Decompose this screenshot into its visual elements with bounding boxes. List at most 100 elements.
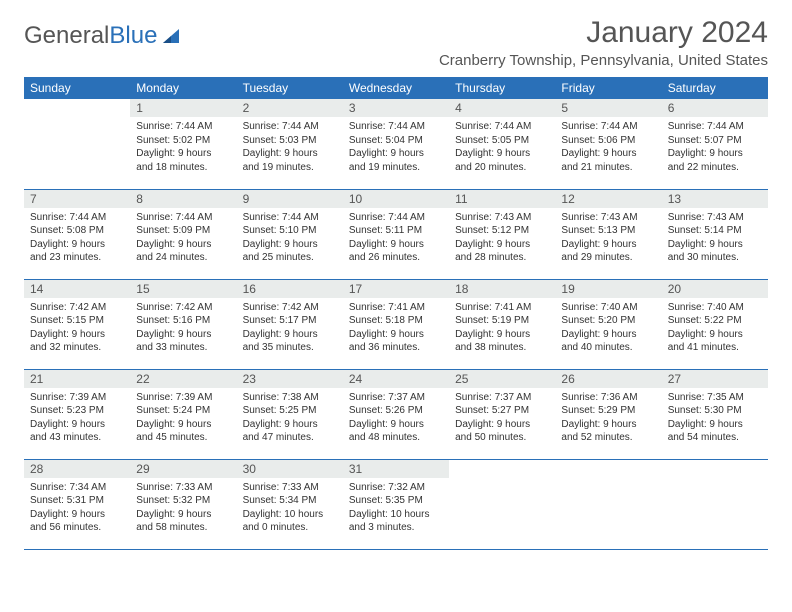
day-detail-line: and 54 minutes. [668,431,762,445]
day-details: Sunrise: 7:44 AMSunset: 5:03 PMDaylight:… [237,117,343,179]
day-detail-line: Sunrise: 7:33 AM [136,481,230,495]
day-number: 31 [343,460,449,478]
title-block: January 2024 Cranberry Township, Pennsyl… [439,16,768,69]
day-detail-line: and 52 minutes. [561,431,655,445]
day-detail-line: Sunset: 5:18 PM [349,314,443,328]
day-details: Sunrise: 7:38 AMSunset: 5:25 PMDaylight:… [237,388,343,450]
day-number [555,460,661,478]
day-detail-line: Daylight: 9 hours [30,328,124,342]
day-number: 12 [555,190,661,208]
day-detail-line: Daylight: 9 hours [668,418,762,432]
day-detail-line: Daylight: 9 hours [668,238,762,252]
day-detail-line: Daylight: 10 hours [243,508,337,522]
day-details: Sunrise: 7:43 AMSunset: 5:14 PMDaylight:… [662,208,768,270]
day-details: Sunrise: 7:37 AMSunset: 5:26 PMDaylight:… [343,388,449,450]
day-detail-line: Sunrise: 7:42 AM [136,301,230,315]
day-number: 28 [24,460,130,478]
calendar-week-row: 7Sunrise: 7:44 AMSunset: 5:08 PMDaylight… [24,189,768,279]
day-number: 6 [662,99,768,117]
day-detail-line: and 47 minutes. [243,431,337,445]
day-detail-line: Sunrise: 7:44 AM [30,211,124,225]
day-details: Sunrise: 7:32 AMSunset: 5:35 PMDaylight:… [343,478,449,540]
calendar-cell: 5Sunrise: 7:44 AMSunset: 5:06 PMDaylight… [555,99,661,189]
day-details: Sunrise: 7:43 AMSunset: 5:13 PMDaylight:… [555,208,661,270]
day-detail-line: Sunrise: 7:39 AM [136,391,230,405]
day-number: 3 [343,99,449,117]
weekday-header: Tuesday [237,77,343,99]
day-number: 18 [449,280,555,298]
header: GeneralBlue January 2024 Cranberry Towns… [24,16,768,69]
calendar-cell [555,459,661,549]
day-detail-line: Sunrise: 7:44 AM [243,211,337,225]
day-detail-line: Sunset: 5:31 PM [30,494,124,508]
day-detail-line: and 35 minutes. [243,341,337,355]
day-number: 25 [449,370,555,388]
calendar-cell: 4Sunrise: 7:44 AMSunset: 5:05 PMDaylight… [449,99,555,189]
calendar-cell: 8Sunrise: 7:44 AMSunset: 5:09 PMDaylight… [130,189,236,279]
day-details: Sunrise: 7:44 AMSunset: 5:07 PMDaylight:… [662,117,768,179]
day-detail-line: Sunrise: 7:37 AM [349,391,443,405]
day-detail-line: and 58 minutes. [136,521,230,535]
day-detail-line: Sunset: 5:23 PM [30,404,124,418]
day-detail-line: and 56 minutes. [30,521,124,535]
day-number: 9 [237,190,343,208]
day-detail-line: Sunset: 5:05 PM [455,134,549,148]
day-detail-line: Daylight: 9 hours [455,418,549,432]
day-detail-line: Sunset: 5:08 PM [30,224,124,238]
day-details: Sunrise: 7:42 AMSunset: 5:17 PMDaylight:… [237,298,343,360]
day-detail-line: Sunrise: 7:44 AM [455,120,549,134]
logo-text-1: General [24,22,109,50]
day-number: 8 [130,190,236,208]
calendar-week-row: 21Sunrise: 7:39 AMSunset: 5:23 PMDayligh… [24,369,768,459]
calendar-cell: 30Sunrise: 7:33 AMSunset: 5:34 PMDayligh… [237,459,343,549]
day-detail-line: Sunrise: 7:43 AM [561,211,655,225]
calendar-cell: 6Sunrise: 7:44 AMSunset: 5:07 PMDaylight… [662,99,768,189]
day-number: 23 [237,370,343,388]
day-detail-line: Sunset: 5:26 PM [349,404,443,418]
day-detail-line: Sunset: 5:27 PM [455,404,549,418]
calendar-cell: 28Sunrise: 7:34 AMSunset: 5:31 PMDayligh… [24,459,130,549]
day-detail-line: Sunset: 5:14 PM [668,224,762,238]
day-detail-line: and 33 minutes. [136,341,230,355]
day-detail-line: Sunrise: 7:44 AM [243,120,337,134]
day-details: Sunrise: 7:35 AMSunset: 5:30 PMDaylight:… [662,388,768,450]
calendar-week-row: 28Sunrise: 7:34 AMSunset: 5:31 PMDayligh… [24,459,768,549]
calendar-cell: 10Sunrise: 7:44 AMSunset: 5:11 PMDayligh… [343,189,449,279]
day-number: 29 [130,460,236,478]
day-detail-line: Sunrise: 7:43 AM [668,211,762,225]
day-detail-line: Daylight: 9 hours [243,147,337,161]
day-details: Sunrise: 7:42 AMSunset: 5:15 PMDaylight:… [24,298,130,360]
day-detail-line: Sunrise: 7:44 AM [349,211,443,225]
day-detail-line: Sunrise: 7:33 AM [243,481,337,495]
calendar-cell [662,459,768,549]
day-detail-line: Daylight: 9 hours [243,328,337,342]
day-number: 10 [343,190,449,208]
calendar-cell: 31Sunrise: 7:32 AMSunset: 5:35 PMDayligh… [343,459,449,549]
day-details: Sunrise: 7:42 AMSunset: 5:16 PMDaylight:… [130,298,236,360]
day-number: 17 [343,280,449,298]
calendar-cell: 11Sunrise: 7:43 AMSunset: 5:12 PMDayligh… [449,189,555,279]
day-detail-line: Sunrise: 7:39 AM [30,391,124,405]
day-detail-line: Daylight: 9 hours [30,508,124,522]
day-detail-line: and 25 minutes. [243,251,337,265]
day-detail-line: Daylight: 9 hours [136,418,230,432]
day-number: 30 [237,460,343,478]
calendar-body: 1Sunrise: 7:44 AMSunset: 5:02 PMDaylight… [24,99,768,549]
day-number: 20 [662,280,768,298]
day-detail-line: and 43 minutes. [30,431,124,445]
day-detail-line: Daylight: 9 hours [136,238,230,252]
calendar-cell: 23Sunrise: 7:38 AMSunset: 5:25 PMDayligh… [237,369,343,459]
day-detail-line: Sunrise: 7:36 AM [561,391,655,405]
day-detail-line: and 30 minutes. [668,251,762,265]
calendar-cell: 22Sunrise: 7:39 AMSunset: 5:24 PMDayligh… [130,369,236,459]
day-detail-line: Daylight: 9 hours [561,238,655,252]
calendar-cell: 1Sunrise: 7:44 AMSunset: 5:02 PMDaylight… [130,99,236,189]
day-detail-line: Sunset: 5:35 PM [349,494,443,508]
day-detail-line: and 18 minutes. [136,161,230,175]
logo: GeneralBlue [24,22,183,50]
calendar-cell: 27Sunrise: 7:35 AMSunset: 5:30 PMDayligh… [662,369,768,459]
day-detail-line: and 21 minutes. [561,161,655,175]
day-details: Sunrise: 7:39 AMSunset: 5:24 PMDaylight:… [130,388,236,450]
day-detail-line: and 40 minutes. [561,341,655,355]
day-detail-line: Sunrise: 7:44 AM [349,120,443,134]
